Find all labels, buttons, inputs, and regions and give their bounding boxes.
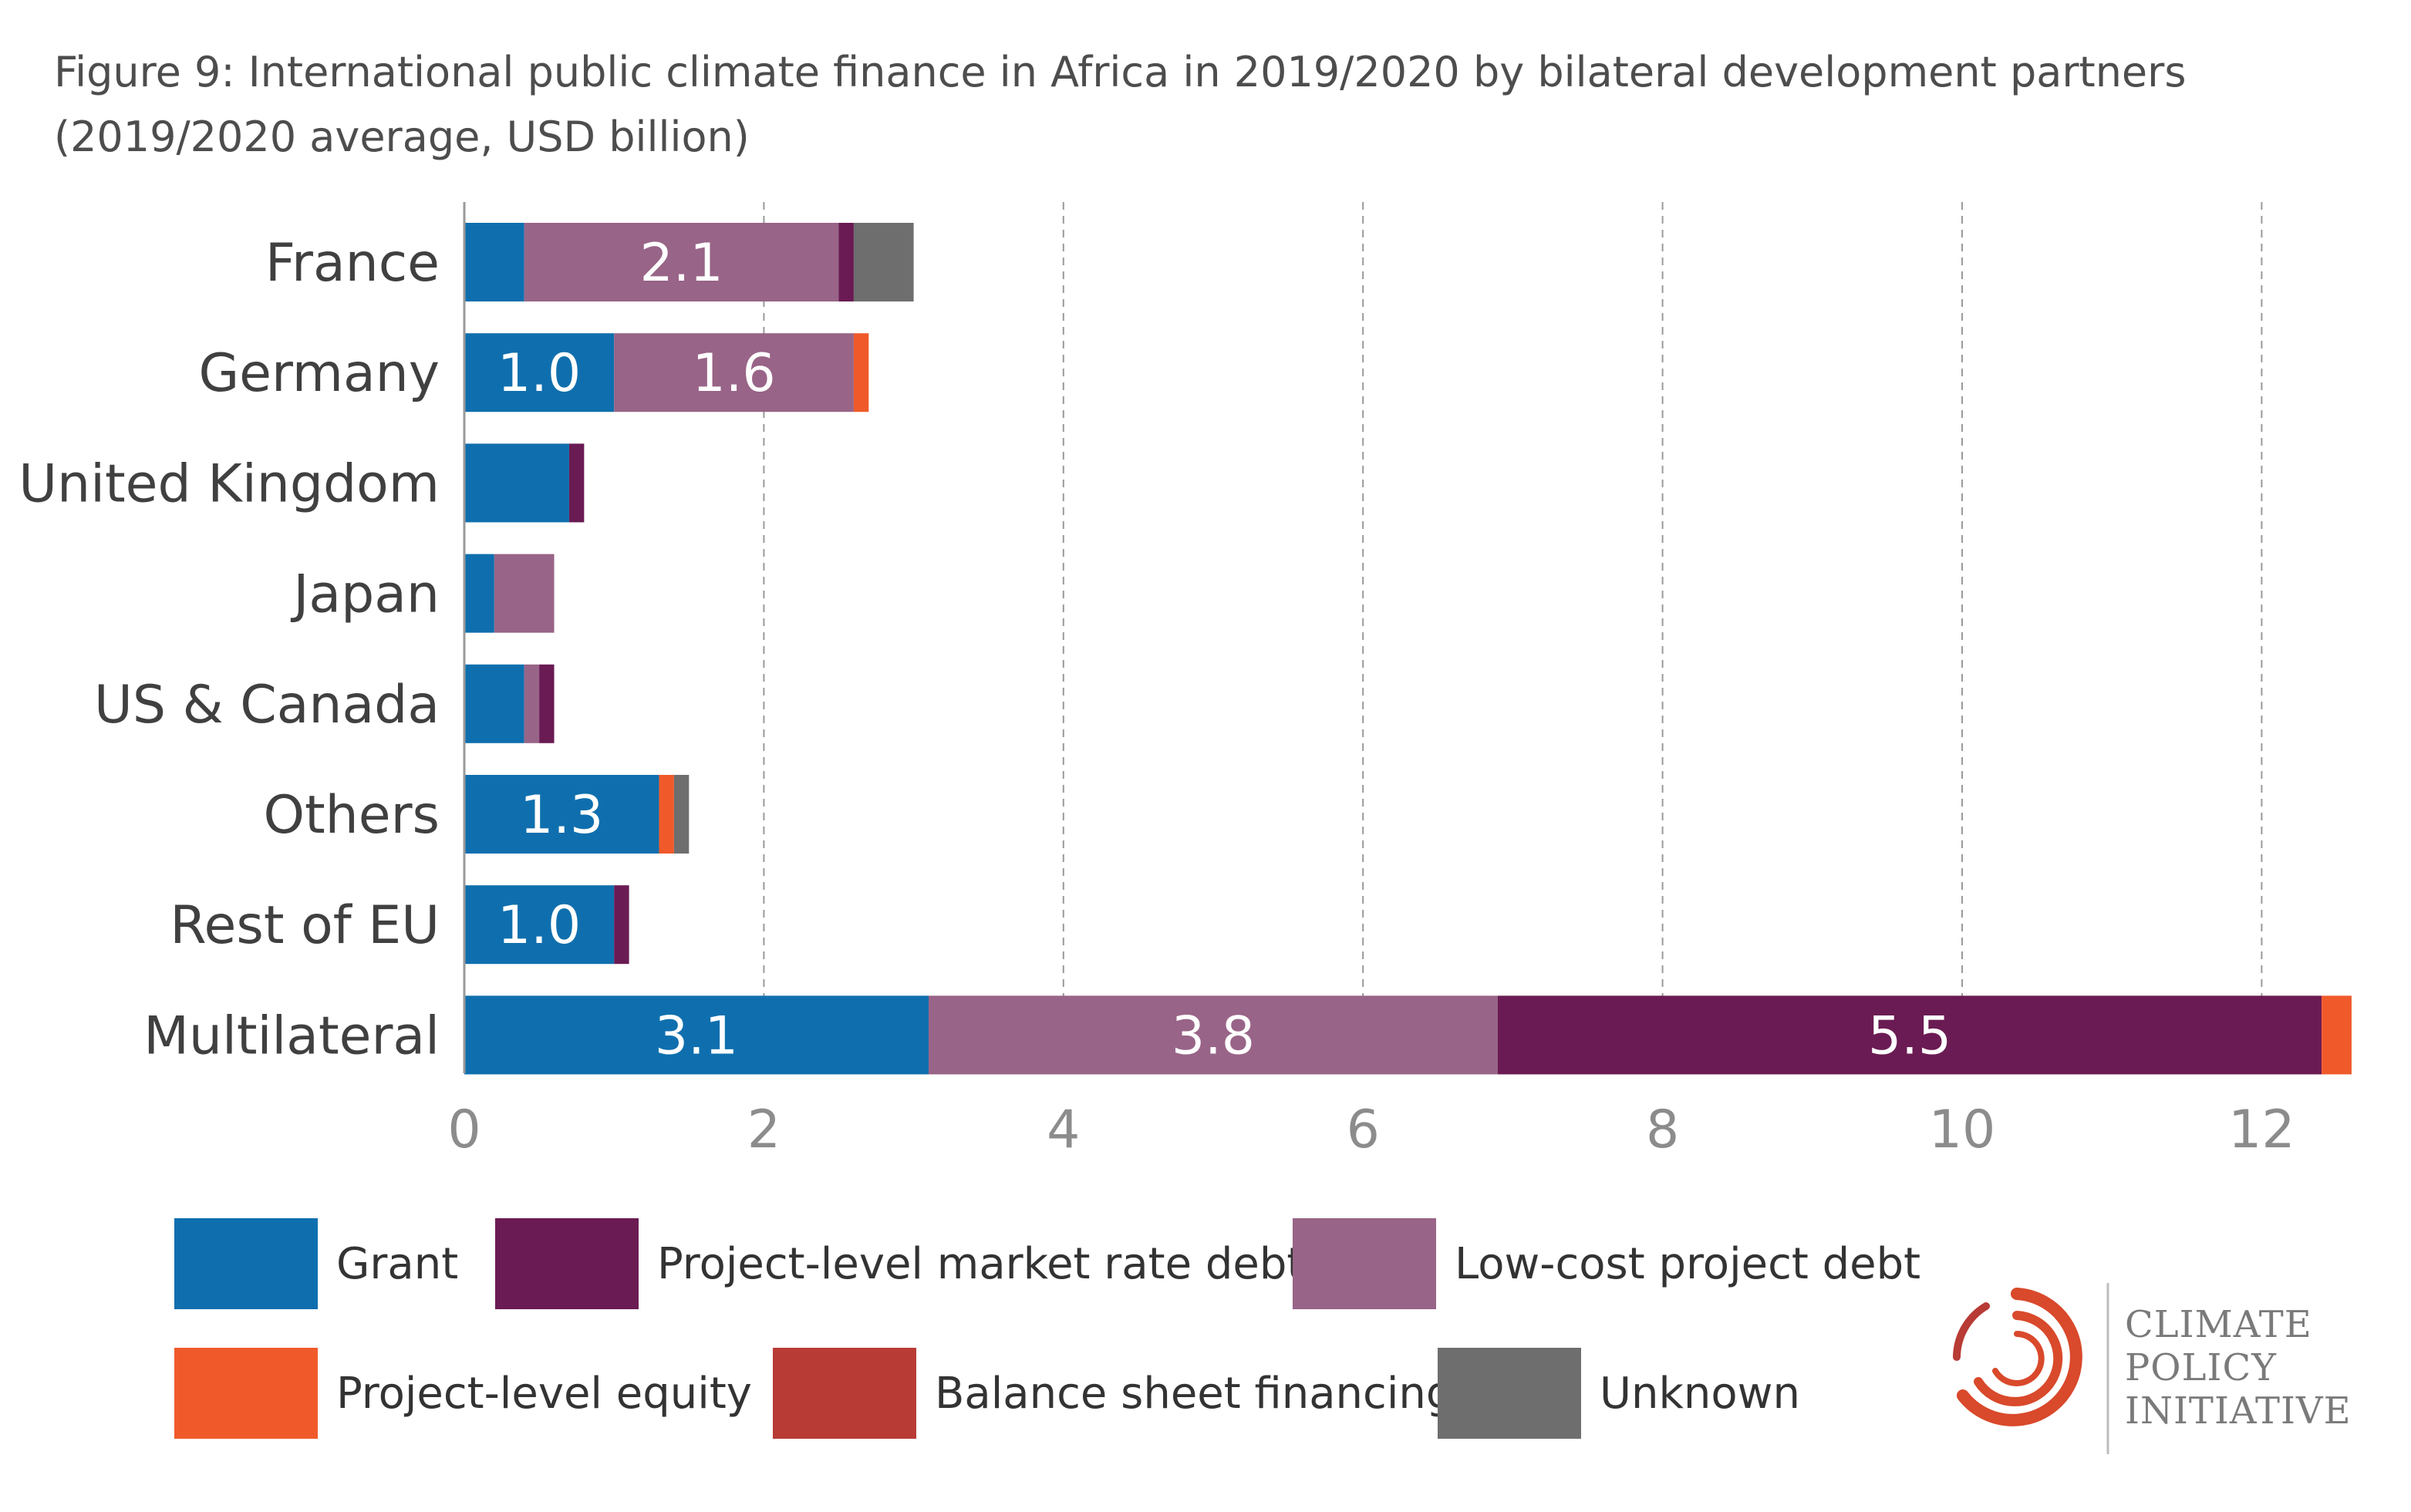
bar-segment	[853, 223, 914, 301]
legend-label: Grant	[336, 1239, 458, 1289]
legend-swatch	[773, 1348, 916, 1439]
legend-label: Unknown	[1600, 1369, 1800, 1419]
bar-segment	[464, 995, 929, 1075]
legend-swatch	[1438, 1348, 1581, 1439]
y-category-label: Others	[263, 785, 440, 846]
bar-segment	[464, 223, 524, 301]
legend-swatch	[1293, 1218, 1436, 1309]
bar-value-label: 5.5	[1868, 1005, 1951, 1066]
axes: 0 2 4 6 8 10 12 France Germany United Kingdom Japa…	[19, 202, 2295, 1160]
logo-mark-icon	[1953, 1288, 2082, 1426]
bar-segment	[464, 554, 494, 633]
bar-segment	[524, 664, 540, 743]
bar-segment	[464, 664, 524, 743]
x-tick-label: 2	[747, 1099, 781, 1160]
chart-title-line: Figure 9: International public climate f…	[54, 48, 2187, 96]
bar-segment	[853, 333, 869, 413]
y-category-label: Multilateral	[143, 1005, 440, 1066]
x-tick-label: 10	[1929, 1099, 1996, 1160]
bar-segment	[2322, 995, 2352, 1075]
bars: 2.1 1.0 1.6 1.3 1.0 3.1 3.8 5.5	[464, 223, 2352, 1075]
bar-segment	[673, 775, 690, 854]
logo-line: CLIMATE	[2125, 1303, 2312, 1346]
y-category-label: United Kingdom	[19, 453, 440, 514]
bar-segment	[539, 664, 555, 743]
bar-value-label: 1.6	[692, 343, 775, 404]
y-category-label: Germany	[198, 343, 440, 404]
x-tick-label: 12	[2228, 1099, 2295, 1160]
bar-value-label: 3.8	[1172, 1005, 1255, 1066]
bar-segment	[1497, 995, 2322, 1075]
legend-label: Project-level equity	[336, 1369, 752, 1419]
logo-line: INITIATIVE	[2125, 1389, 2352, 1433]
bar-segment	[524, 223, 839, 301]
x-tick-label: 0	[447, 1099, 481, 1160]
climate-policy-initiative-logo	[1953, 1283, 2109, 1454]
bar-segment	[614, 333, 854, 413]
bar-value-label: 1.0	[497, 895, 581, 956]
bar-segment	[464, 443, 569, 523]
legend-label: Low-cost project debt	[1455, 1239, 1920, 1289]
x-tick-label: 8	[1646, 1099, 1679, 1160]
x-tick-label: 4	[1047, 1099, 1080, 1160]
chart-title: Figure 9: International public climate f…	[54, 40, 2352, 170]
legend-swatch	[174, 1348, 318, 1439]
y-category-label: Japan	[290, 564, 440, 625]
bar-segment	[464, 775, 659, 854]
legend-swatch	[495, 1218, 639, 1309]
x-tick-label: 6	[1347, 1099, 1380, 1160]
bar-value-label: 1.3	[520, 785, 603, 846]
y-category-label: US & Canada	[94, 675, 440, 736]
legend-label: Project-level market rate debt	[657, 1239, 1303, 1289]
y-category-label: France	[265, 233, 440, 294]
bar-segment	[659, 775, 674, 854]
bar-value-label: 3.1	[655, 1005, 738, 1066]
bar-segment	[464, 885, 615, 965]
bar-segment	[929, 995, 1498, 1075]
bar-value-label: 1.0	[497, 343, 581, 404]
legend-swatch	[174, 1218, 318, 1309]
grid-lines	[763, 202, 2263, 1073]
legend: Grant Project-level market rate debt Low-c…	[174, 1218, 1920, 1439]
bar-segment	[464, 333, 615, 413]
bar-segment	[494, 554, 555, 633]
bar-segment	[838, 223, 854, 301]
logo-line: POLICY	[2125, 1346, 2277, 1389]
y-category-label: Rest of EU	[170, 895, 440, 956]
bar-segment	[614, 885, 629, 965]
logo-wordmark: CLIMATE POLICY INITIATIVE	[2125, 1303, 2352, 1433]
chart-subtitle-line: (2019/2020 average, USD billion)	[54, 113, 750, 161]
legend-label: Balance sheet financing	[935, 1369, 1453, 1419]
bar-value-label: 2.1	[640, 233, 723, 294]
bar-segment	[568, 443, 585, 523]
